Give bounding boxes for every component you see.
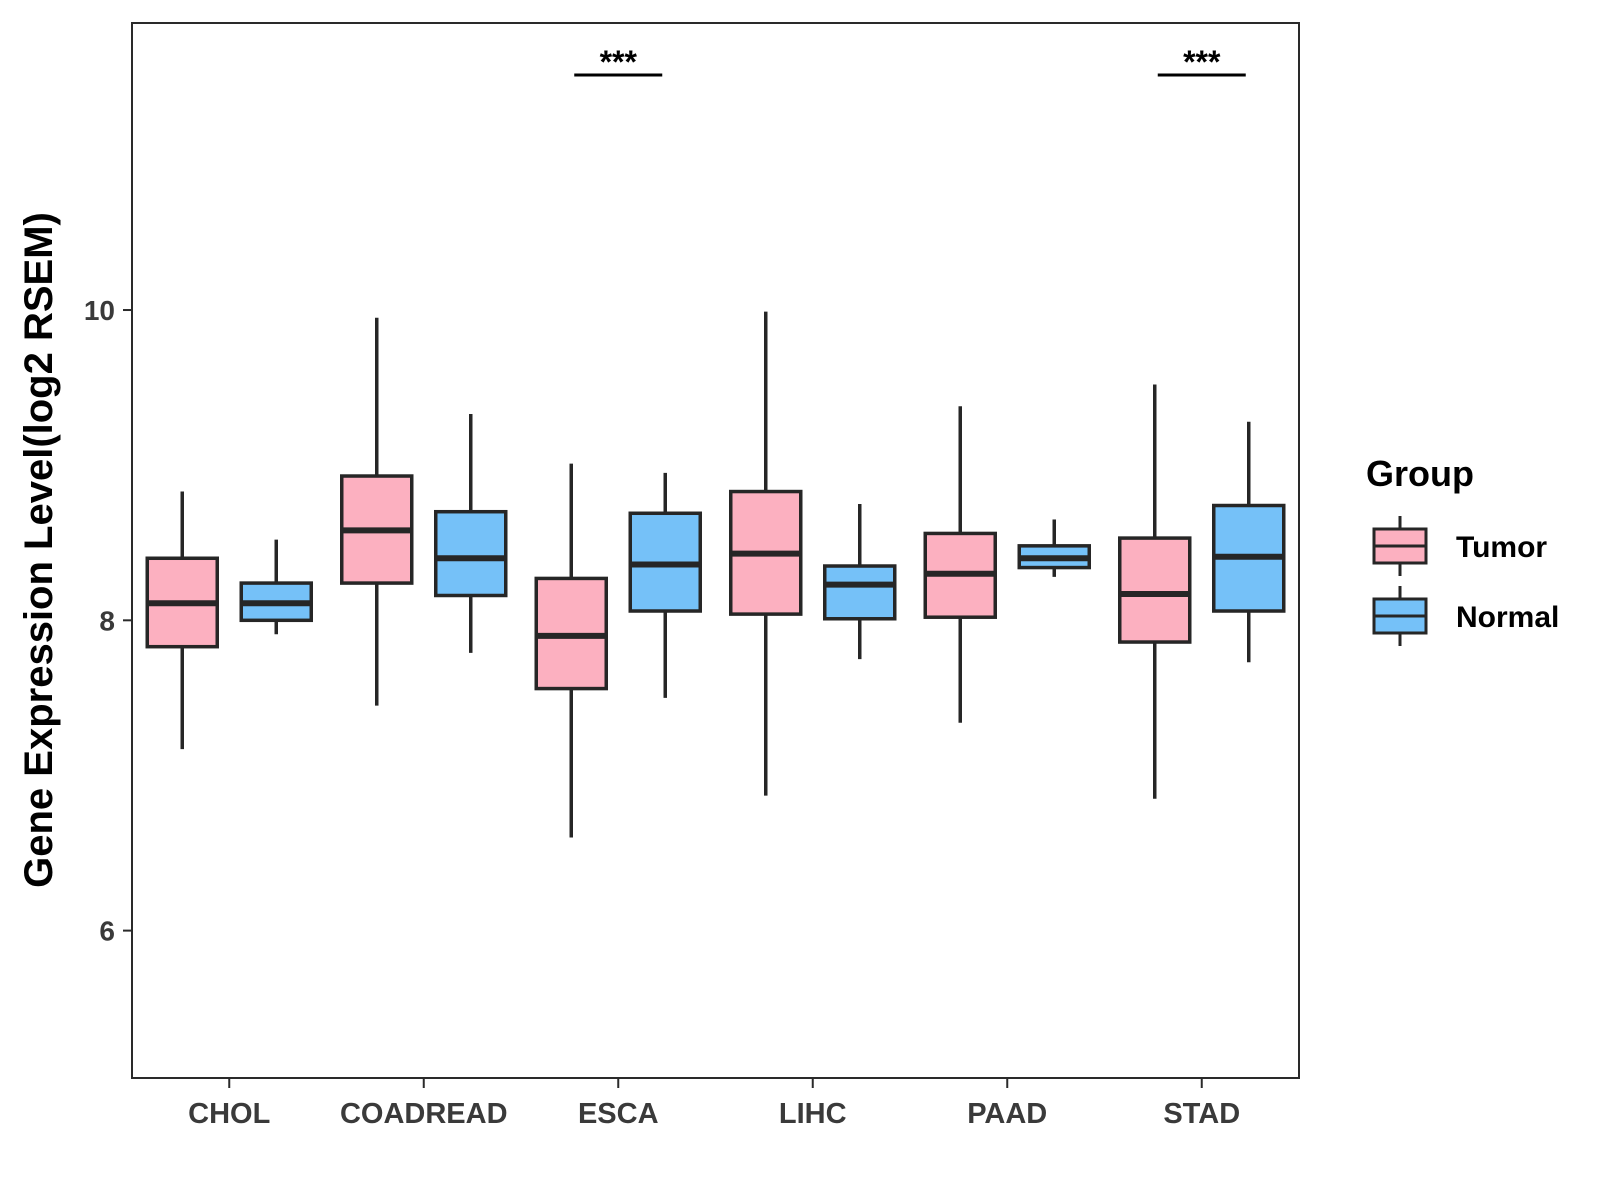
box-tumor-lihc xyxy=(729,311,803,796)
significance-annotations: *** *** xyxy=(574,44,1246,80)
box-series xyxy=(145,311,1286,838)
legend-title: Group xyxy=(1366,453,1474,494)
box-normal-paad xyxy=(1017,519,1091,577)
box-normal-coadread xyxy=(434,413,508,653)
box-tumor-esca xyxy=(534,463,608,838)
plot-panel xyxy=(131,22,1300,1079)
legend: Group Tumor Normal xyxy=(1366,453,1559,646)
legend-label: Normal xyxy=(1456,601,1559,634)
box-normal-chol xyxy=(239,539,313,635)
box-tumor-stad xyxy=(1118,384,1192,799)
box-body xyxy=(434,509,508,598)
legend-label: Tumor xyxy=(1456,531,1547,564)
x-tick-label: LIHC xyxy=(779,1098,847,1130)
x-axis: CHOL COADREAD ESCA LIHC PAAD STAD xyxy=(188,1078,1240,1130)
box-normal-esca xyxy=(628,472,702,698)
box-normal-stad xyxy=(1212,421,1286,663)
y-axis: 6 8 10 xyxy=(84,295,132,947)
y-tick-label: 6 xyxy=(99,916,115,947)
x-tick-label: STAD xyxy=(1163,1098,1240,1130)
significance-label: *** xyxy=(600,44,638,80)
x-tick-label: PAAD xyxy=(967,1098,1047,1130)
box-tumor-chol xyxy=(145,491,219,750)
significance-label: *** xyxy=(1183,44,1221,80)
legend-item-tumor: Tumor xyxy=(1372,516,1547,576)
box-body xyxy=(823,564,897,621)
y-tick-label: 10 xyxy=(84,295,115,326)
x-tick-label: CHOL xyxy=(188,1098,270,1130)
x-tick-label: COADREAD xyxy=(340,1098,508,1130)
box-normal-lihc xyxy=(823,503,897,660)
box-tumor-paad xyxy=(923,406,997,723)
box-body xyxy=(1118,536,1192,644)
box-tumor-coadread xyxy=(340,317,414,706)
y-axis-title: Gene Expression Level(log2 RSEM) xyxy=(17,212,61,888)
legend-item-normal: Normal xyxy=(1372,586,1559,646)
x-tick-label: ESCA xyxy=(578,1098,659,1130)
y-tick-label: 8 xyxy=(99,605,115,636)
